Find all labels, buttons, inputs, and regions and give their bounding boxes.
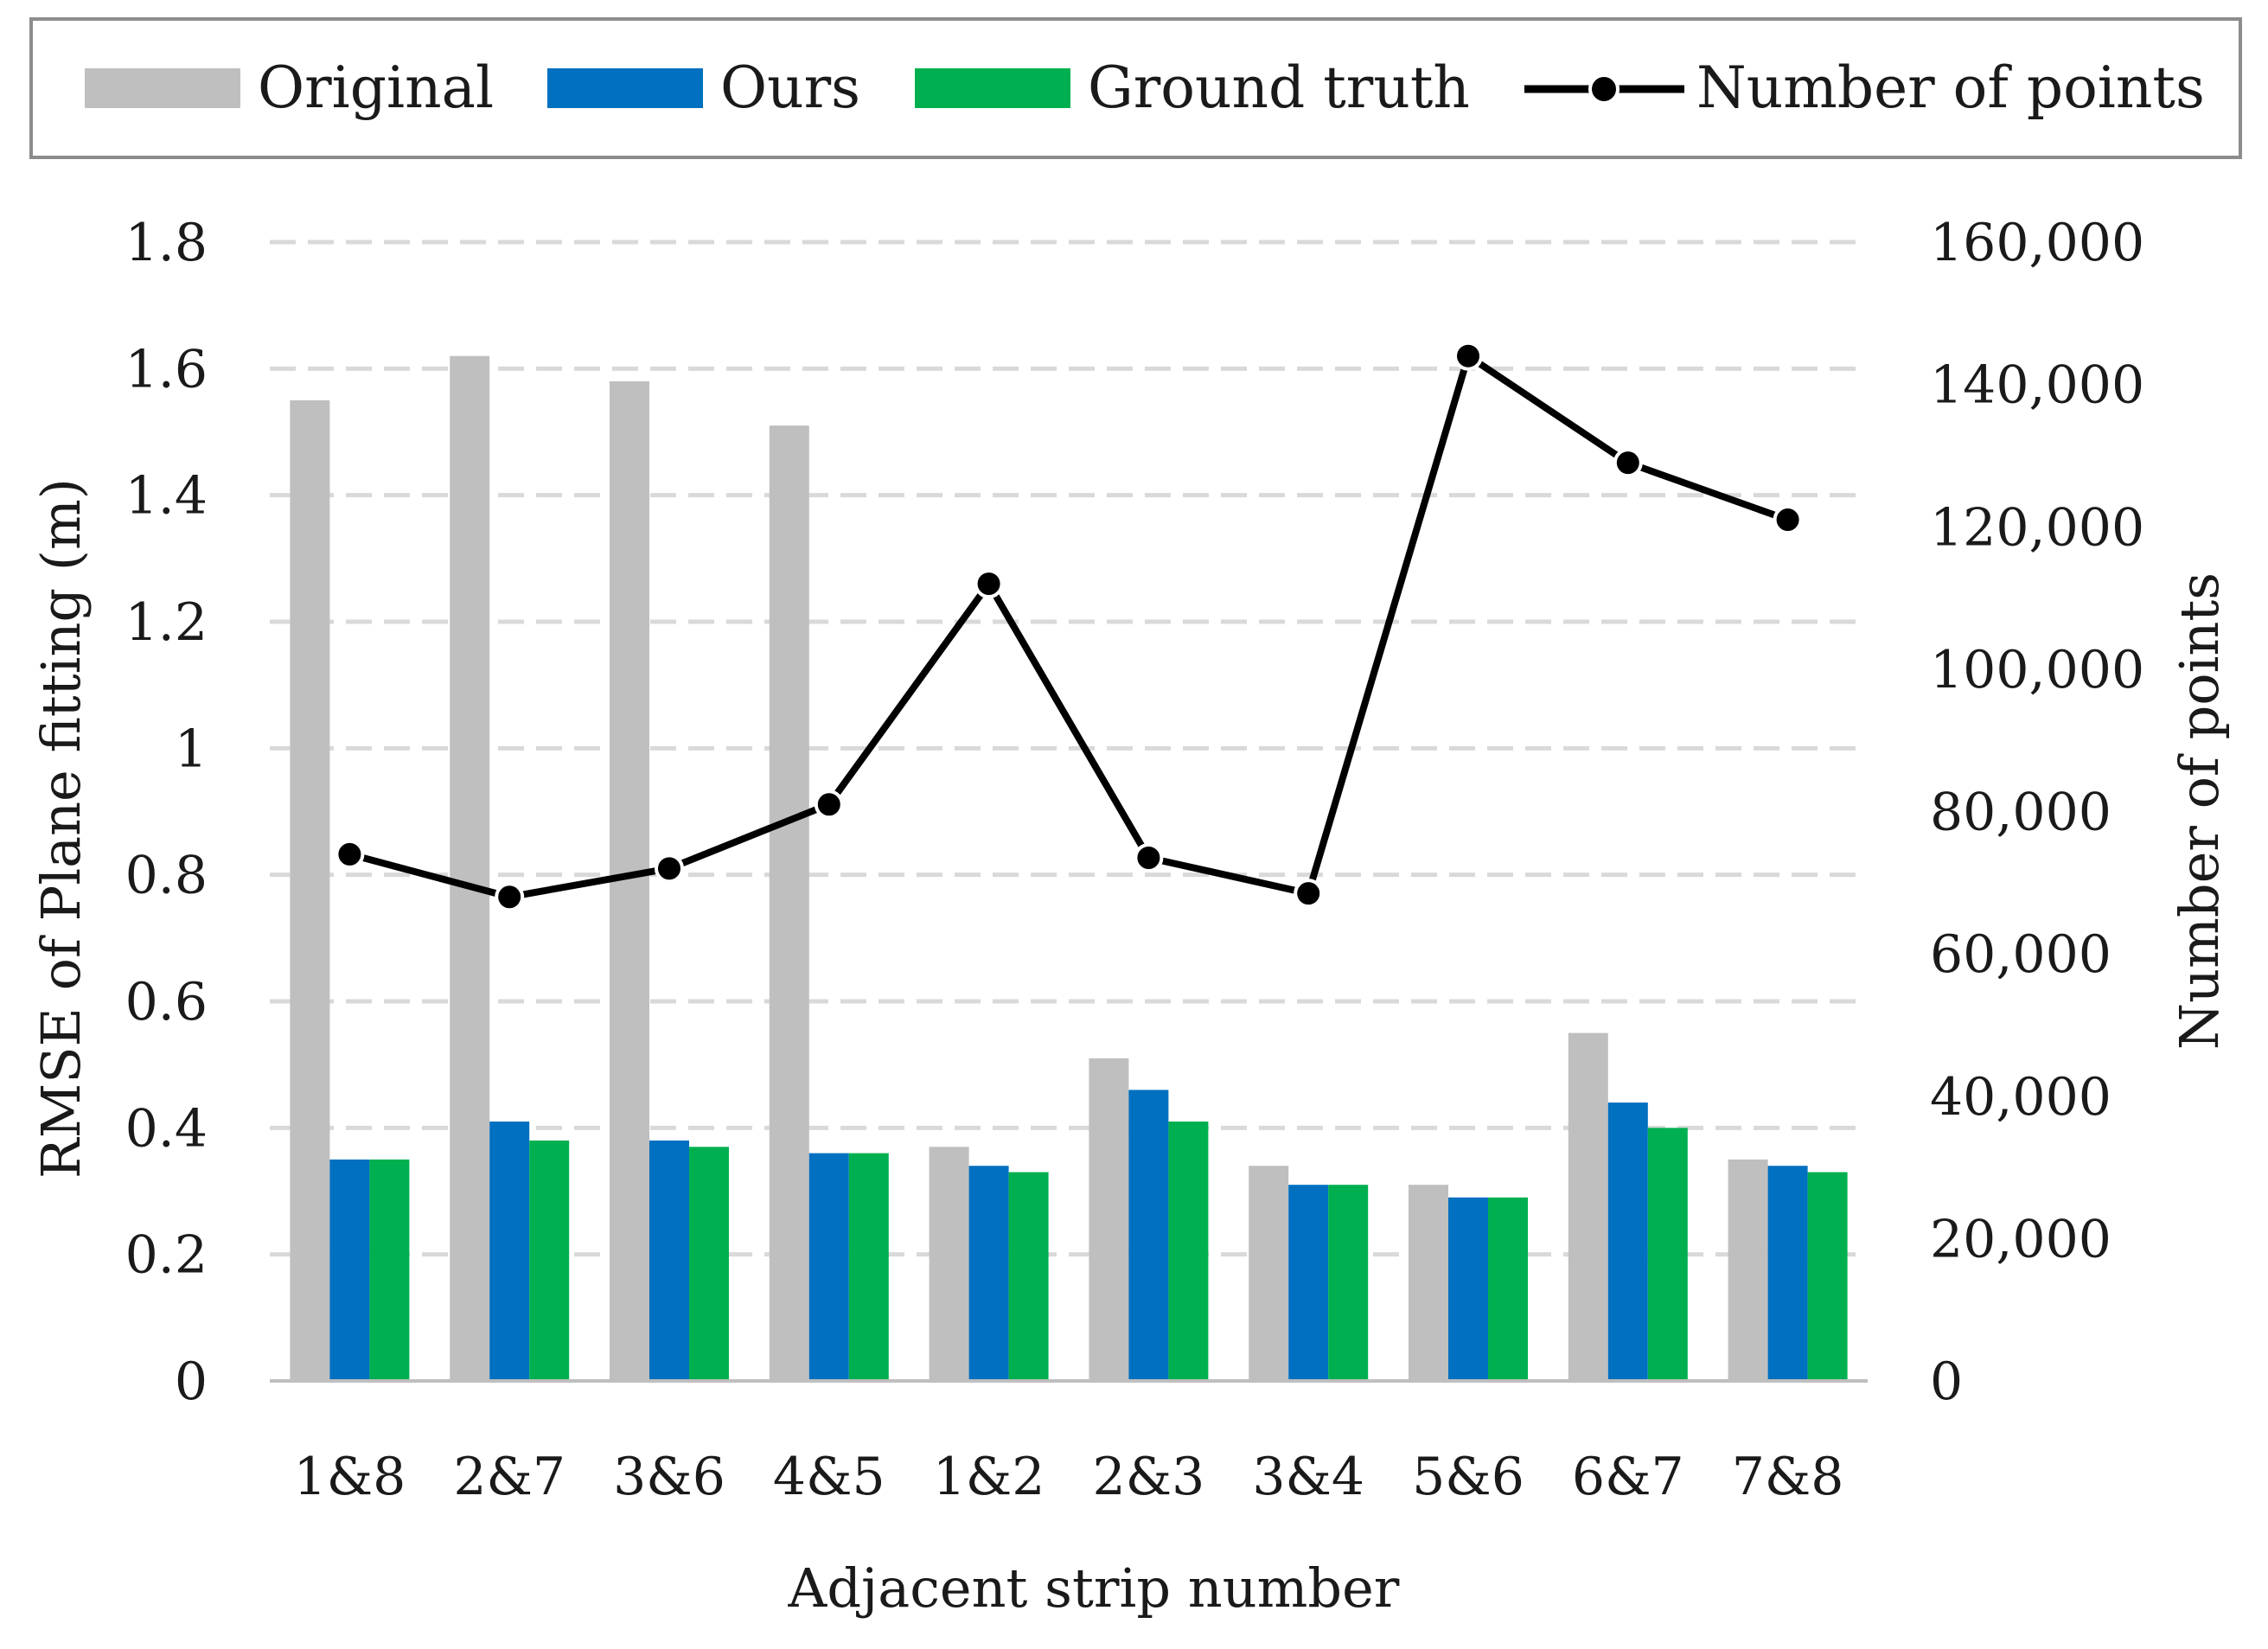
y2-tick-label: 140,000 <box>1930 355 2144 416</box>
y-tick-label: 0.6 <box>125 972 208 1032</box>
legend-item-original: Original <box>85 54 494 121</box>
x-tick-label: 1&2 <box>933 1447 1045 1507</box>
bar-ground-truth-6-7 <box>1647 1128 1688 1381</box>
y2-axis-ticks: 0 20,000 40,000 60,000 80,000 100,000 120,000 1… <box>1930 213 2144 1412</box>
legend-marker-number-of-points <box>1588 74 1620 105</box>
legend-label-ours: Ours <box>720 54 860 121</box>
bar-ground-truth-1-2 <box>1008 1172 1049 1381</box>
legend-swatch-ground-truth <box>915 68 1070 108</box>
y-tick-label: 1.8 <box>125 213 208 273</box>
point-number-of-points-7-8 <box>1773 505 1803 535</box>
points-line <box>335 341 1803 912</box>
bar-original-7-8 <box>1728 1159 1768 1381</box>
y2-tick-label: 160,000 <box>1930 213 2144 273</box>
x-tick-label: 6&7 <box>1572 1447 1684 1507</box>
point-number-of-points-5-6 <box>1453 341 1483 371</box>
y-tick-label: 0.8 <box>125 846 208 906</box>
legend-item-ours: Ours <box>547 54 860 121</box>
bar-ours-1-2 <box>968 1166 1009 1381</box>
bar-original-5-6 <box>1409 1185 1448 1381</box>
x-tick-label: 1&8 <box>294 1447 406 1507</box>
bar-ours-3-6 <box>649 1140 689 1381</box>
legend-label-ground-truth: Ground truth <box>1088 54 1470 121</box>
x-tick-label: 5&6 <box>1412 1447 1524 1507</box>
x-tick-label: 3&6 <box>613 1447 725 1507</box>
bar-ours-2-3 <box>1128 1090 1169 1381</box>
x-tick-label: 4&5 <box>773 1447 885 1507</box>
legend-label-original: Original <box>258 54 494 121</box>
bar-ground-truth-2-7 <box>529 1140 570 1381</box>
point-number-of-points-2-7 <box>495 882 525 912</box>
point-number-of-points-4-5 <box>814 789 844 820</box>
y2-tick-label: 60,000 <box>1930 924 2111 985</box>
bar-original-2-3 <box>1089 1058 1129 1381</box>
point-number-of-points-1-2 <box>974 569 1004 599</box>
bar-original-4-5 <box>769 425 809 1381</box>
y-tick-label: 1 <box>175 719 208 779</box>
bar-ours-4-5 <box>808 1153 849 1381</box>
x-axis-ticks: 1&8 2&7 3&6 4&5 1&2 2&3 3&4 5&6 6&7 7&8 <box>294 1447 1844 1507</box>
bar-ground-truth-2-3 <box>1168 1122 1209 1381</box>
y2-tick-label: 120,000 <box>1930 497 2144 558</box>
bar-ours-5-6 <box>1448 1197 1488 1381</box>
bar-ours-2-7 <box>489 1122 530 1381</box>
y-tick-label: 1.6 <box>125 339 208 399</box>
bar-original-1-2 <box>929 1147 969 1381</box>
y2-tick-label: 0 <box>1930 1352 1963 1412</box>
legend-label-number-of-points: Number of points <box>1696 54 2205 121</box>
bar-original-6-7 <box>1568 1032 1608 1381</box>
legend-box <box>29 17 2242 159</box>
point-number-of-points-2-3 <box>1134 843 1164 873</box>
y2-tick-label: 100,000 <box>1930 640 2144 700</box>
y-axis-title: RMSE of Plane fitting (m) <box>29 478 93 1179</box>
y-tick-label: 0.4 <box>125 1098 208 1159</box>
bar-ours-7-8 <box>1767 1166 1808 1381</box>
legend: Original Ours Ground truth Number of poi… <box>29 17 2242 159</box>
legend-item-number-of-points: Number of points <box>1524 54 2205 121</box>
x-tick-label: 7&8 <box>1732 1447 1844 1507</box>
bar-ground-truth-3-6 <box>689 1147 729 1381</box>
bar-ground-truth-4-5 <box>848 1153 889 1381</box>
point-number-of-points-3-6 <box>655 853 684 884</box>
point-number-of-points-6-7 <box>1613 448 1643 478</box>
bar-ours-1-8 <box>329 1159 370 1381</box>
bar-ground-truth-5-6 <box>1488 1197 1528 1381</box>
x-axis-title: Adjacent strip number <box>788 1556 1400 1620</box>
line-number-of-points <box>348 352 1789 901</box>
bars <box>290 355 1848 1382</box>
y2-tick-label: 40,000 <box>1930 1067 2111 1128</box>
point-number-of-points-1-8 <box>335 839 365 869</box>
legend-item-ground-truth: Ground truth <box>915 54 1470 121</box>
bar-original-3-4 <box>1249 1166 1289 1381</box>
bar-ours-6-7 <box>1607 1103 1648 1381</box>
legend-swatch-ours <box>547 68 703 108</box>
bar-ground-truth-7-8 <box>1807 1172 1848 1381</box>
y2-tick-label: 80,000 <box>1930 783 2111 843</box>
y2-tick-label: 20,000 <box>1930 1209 2111 1269</box>
y-tick-label: 0.2 <box>125 1225 208 1286</box>
bar-original-1-8 <box>290 399 330 1382</box>
x-tick-label: 3&4 <box>1252 1447 1364 1507</box>
legend-swatch-original <box>85 68 240 108</box>
bar-ours-3-4 <box>1288 1185 1329 1381</box>
x-tick-label: 2&3 <box>1093 1447 1205 1507</box>
bar-ground-truth-3-4 <box>1328 1185 1369 1381</box>
y-axis-ticks: 0 0.2 0.4 0.6 0.8 1 1.2 1.4 1.6 1.8 <box>125 213 208 1412</box>
x-tick-label: 2&7 <box>453 1447 565 1507</box>
y2-axis-title: Number of points <box>2168 572 2231 1050</box>
point-number-of-points-3-4 <box>1294 879 1324 909</box>
y-tick-label: 0 <box>175 1352 208 1412</box>
bar-original-2-7 <box>450 355 490 1382</box>
y-tick-label: 1.4 <box>125 466 208 527</box>
y-tick-label: 1.2 <box>125 592 208 653</box>
bar-ground-truth-1-8 <box>369 1159 410 1381</box>
